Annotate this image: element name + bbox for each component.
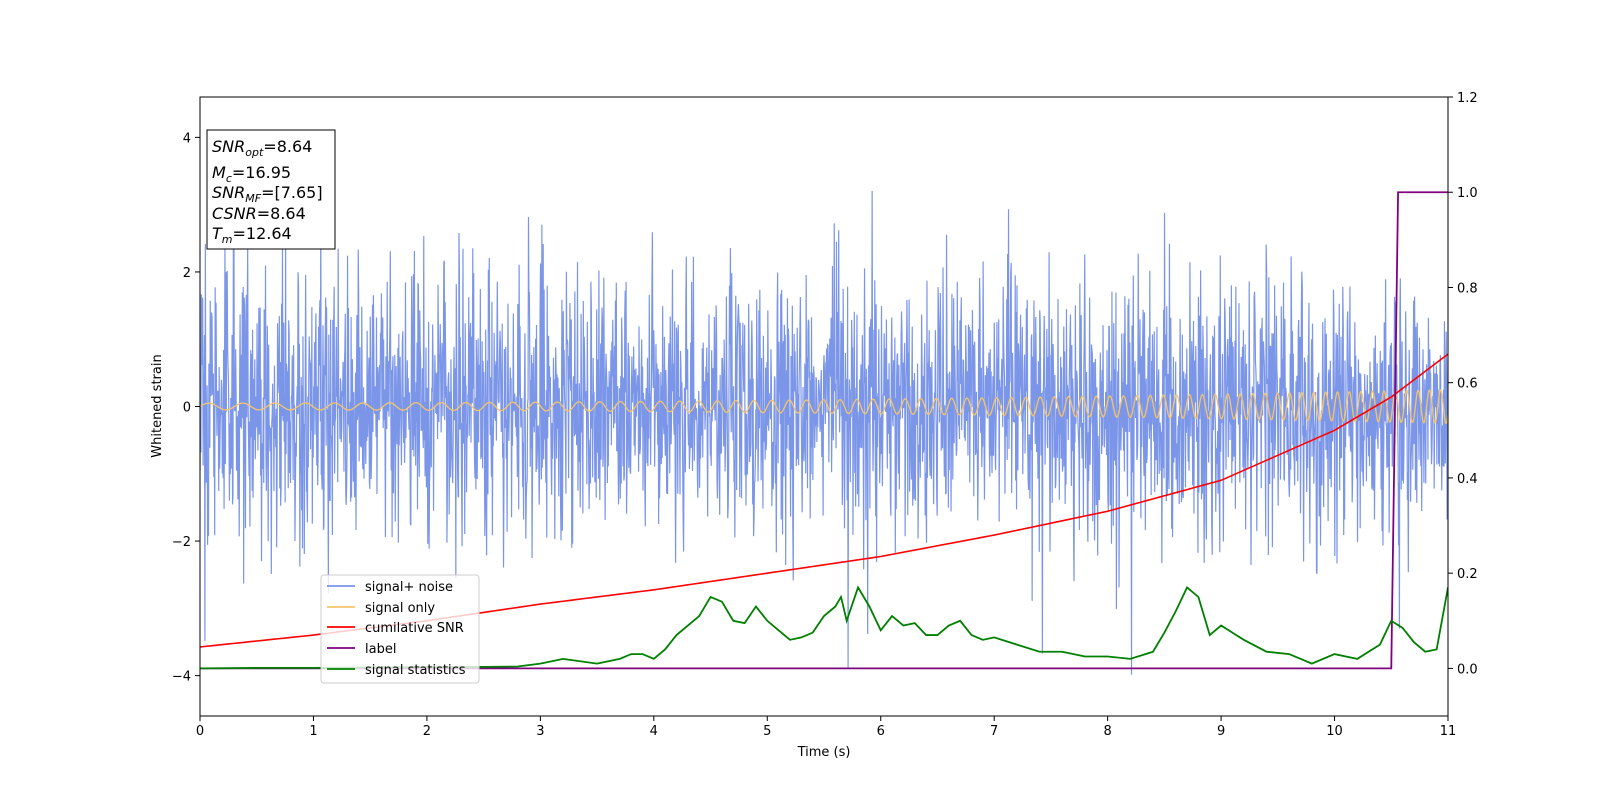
- x-tick-label: 4: [650, 724, 658, 739]
- y-right-tick-label: 0.6: [1457, 377, 1478, 392]
- y-right-tick-label: 0.4: [1457, 472, 1478, 487]
- legend-label-signal-only: signal only: [365, 601, 435, 616]
- legend-item-label: label: [327, 642, 396, 657]
- x-axis: 0 1 2 3 4 5 6 7 8 9 10 11: [196, 716, 1456, 739]
- series-signal-only: [200, 388, 1448, 424]
- legend-item-signal-only: signal only: [327, 601, 435, 616]
- y-right-tick-label: 1.0: [1457, 186, 1478, 201]
- info-tm: Tm=12.64: [212, 224, 292, 246]
- y-left-tick-label: −2: [172, 535, 191, 550]
- y-right-tick-label: 0.2: [1457, 567, 1478, 582]
- y-left-tick-label: 4: [183, 131, 191, 146]
- x-tick-label: 8: [1103, 724, 1111, 739]
- x-tick-label: 10: [1326, 724, 1343, 739]
- series-line-label: [200, 191, 1448, 670]
- y-right-tick-label: 1.2: [1457, 91, 1478, 106]
- legend-label-signal-noise: signal+ noise: [365, 580, 453, 595]
- legend-label-signal-statistics: signal statistics: [365, 663, 466, 678]
- info-box: SNRopt=8.64 Mc=16.95 SNRMF=[7.65] CSNR=8…: [206, 129, 336, 250]
- series-line-signal-noise: [200, 185, 1448, 675]
- info-mc: Mc=16.95: [212, 163, 291, 185]
- y-axis-left: −4 −2 0 2 4: [172, 131, 200, 685]
- x-tick-label: 6: [877, 724, 885, 739]
- y-right-tick-label: 0.8: [1457, 281, 1478, 296]
- x-tick-label: 9: [1217, 724, 1225, 739]
- y-left-tick-label: 2: [183, 266, 191, 281]
- x-tick-label: 3: [536, 724, 544, 739]
- y-right-tick-label: 0.0: [1457, 662, 1478, 677]
- x-axis-label: Time (s): [797, 745, 851, 760]
- series-signal-noise: [200, 185, 1448, 675]
- legend-label-cumilative-snr: cumilative SNR: [365, 621, 464, 636]
- x-tick-label: 11: [1440, 724, 1457, 739]
- x-tick-label: 5: [763, 724, 771, 739]
- y-axis-right: 0.0 0.2 0.4 0.6 0.8 1.0 1.2: [1448, 91, 1478, 677]
- legend-item-signal-noise: signal+ noise: [327, 580, 453, 595]
- x-tick-label: 7: [990, 724, 998, 739]
- x-tick-label: 1: [309, 724, 317, 739]
- y-left-tick-label: 0: [183, 401, 191, 416]
- legend-item-signal-statistics: signal statistics: [327, 663, 466, 678]
- x-tick-label: 0: [196, 724, 204, 739]
- info-snr-mf: SNRMF=[7.65]: [212, 183, 323, 205]
- info-snr-opt: SNRopt=8.64: [212, 137, 312, 159]
- legend: signal+ noise signal only cumilative SNR…: [320, 574, 480, 684]
- x-tick-label: 2: [423, 724, 431, 739]
- series-line-signal-only: [200, 388, 1448, 424]
- legend-label-label: label: [365, 642, 396, 657]
- info-csnr: CSNR=8.64: [212, 204, 306, 223]
- y-left-tick-label: −4: [172, 670, 191, 685]
- series-line-signal-statistics: [200, 585, 1448, 670]
- legend-item-cumilative-snr: cumilative SNR: [327, 621, 464, 636]
- y-axis-label: Whitened strain: [150, 354, 165, 457]
